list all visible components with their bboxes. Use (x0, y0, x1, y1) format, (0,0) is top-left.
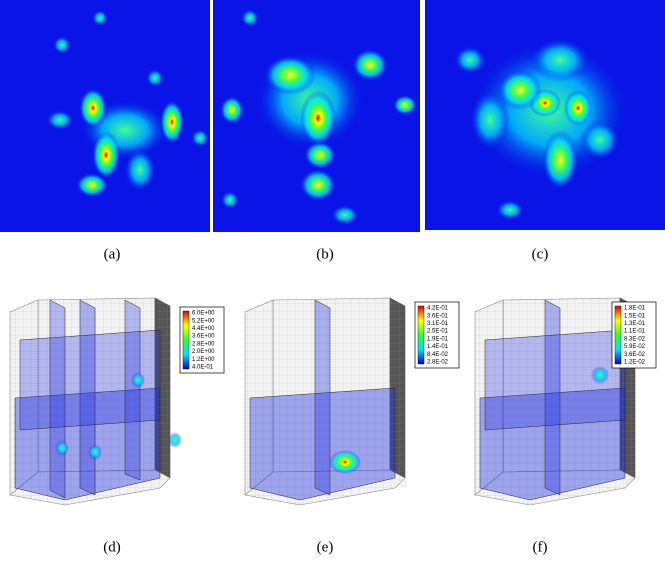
hotspot (131, 372, 145, 388)
panel-label: (c) (532, 246, 549, 262)
heat-blob (530, 38, 590, 82)
heat-blob (352, 49, 388, 81)
slice-plane (249, 387, 396, 501)
slice-plane (14, 387, 161, 501)
colorbar-label: 6.0E+00 (192, 311, 215, 317)
heat-blob (124, 148, 156, 192)
colorbar (417, 305, 425, 365)
panel-label: (f) (533, 539, 548, 555)
colorbar (614, 305, 622, 365)
heat-blob (542, 130, 578, 190)
hotspot (329, 450, 361, 474)
colorbar-label: 1.2E-02 (624, 360, 646, 366)
heat-blob (76, 173, 108, 197)
colorbar-label: 8.3E-02 (624, 336, 646, 342)
heat-blob (498, 70, 542, 110)
slice-plane (124, 299, 141, 481)
heat-blob (300, 169, 336, 201)
colorbar-label: 3.6E-01 (427, 313, 449, 319)
heat-blob (46, 110, 74, 130)
colorbar-label: 5.2E+00 (192, 318, 215, 324)
heat-blob (191, 129, 209, 147)
volume-plot: 6.0E+005.2E+00 4.4E+00 3.6E+002.8E+00 2.0E+… (9, 297, 225, 506)
slice-plane (314, 299, 331, 496)
heat-blob (79, 88, 107, 128)
heat-blob (53, 36, 71, 54)
colorbar-label: 8.4E-02 (427, 352, 449, 358)
heat-blob (221, 191, 239, 209)
slice-plane (544, 299, 561, 496)
heat-blob (564, 90, 592, 126)
hotspot (55, 440, 69, 456)
colorbar-label: 3.1E-01 (427, 321, 449, 327)
colorbar-label: 1.5E-01 (624, 313, 646, 319)
heat-blob (92, 131, 120, 179)
colorbar-label: 1.2E+00 (192, 357, 215, 363)
heat-blob (470, 90, 510, 150)
heat-blob (160, 100, 184, 144)
panel-label: (d) (103, 539, 121, 555)
colorbar-label: 4.4E+00 (192, 326, 215, 332)
slice-plane (479, 387, 626, 501)
heat-blob (220, 96, 244, 124)
heat-blob (264, 55, 316, 95)
colorbar-label: 1.1E-01 (624, 329, 646, 335)
colorbar-label: 4.0E-01 (192, 365, 214, 371)
colorbar-label: 3.6E+00 (192, 334, 215, 340)
colorbar (182, 310, 190, 370)
colorbar-label: 2.5E-01 (427, 329, 449, 335)
panel-label: (b) (316, 246, 334, 262)
colorbar-label: 1.3E-01 (624, 321, 646, 327)
heat-blob (241, 9, 259, 27)
volume-plot: 4.2E-013.6E-01 3.1E-01 2.5E-011.9E-01 1.4E-… (244, 297, 460, 506)
heat-blob (454, 46, 486, 74)
hotspot (591, 366, 609, 384)
heat-blob (580, 120, 620, 160)
colorbar-label: 3.6E-02 (624, 352, 646, 358)
heat-blob (393, 95, 417, 115)
colorbar-label: 4.2E-01 (427, 306, 449, 312)
colorbar-label: 2.8E-02 (427, 360, 449, 366)
heat-blob (331, 205, 359, 225)
colorbar-label: 2.8E+00 (192, 341, 215, 347)
hotspot (168, 432, 182, 448)
slice-plane (49, 299, 66, 499)
volume-plot: 1.8E-011.5E-01 1.3E-01 1.1E-018.3E-02 5.9E-… (474, 297, 657, 506)
hotspot (88, 444, 102, 460)
heat-blob (300, 90, 336, 146)
heat-blob (304, 141, 336, 169)
heat-blob (496, 200, 524, 220)
colorbar-label: 5.9E-02 (624, 344, 646, 350)
colorbar-label: 2.0E+00 (192, 349, 215, 355)
heatmaps (0, 0, 665, 232)
colorbar-label: 1.4E-01 (427, 344, 449, 350)
colorbar-label: 1.8E-01 (624, 306, 646, 312)
panel-label: (a) (104, 246, 121, 262)
panel-label: (e) (317, 539, 334, 555)
slice-plane (484, 329, 626, 431)
heat-blob (146, 69, 164, 87)
colorbar-label: 1.9E-01 (427, 336, 449, 342)
heat-blob (92, 10, 108, 26)
